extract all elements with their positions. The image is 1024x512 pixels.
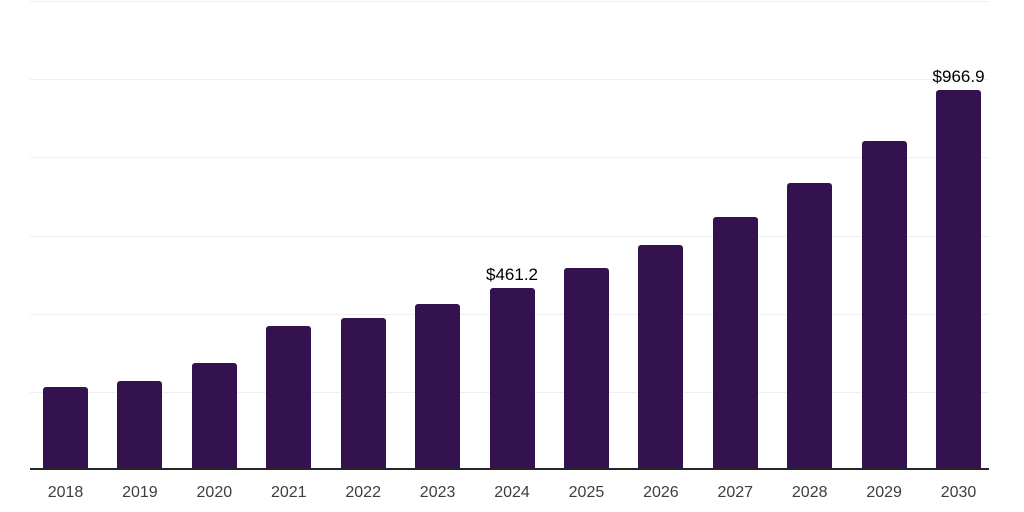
x-tick-2025: 2025 (568, 484, 605, 501)
bar-2026 (638, 245, 684, 468)
x-tick-2022: 2022 (345, 484, 381, 501)
x-tick-2020: 2020 (196, 484, 233, 501)
bar-2027 (712, 217, 758, 468)
x-tick-2023: 2023 (419, 484, 456, 501)
x-tick-2026: 2026 (643, 484, 679, 501)
gridline-1000 (30, 79, 989, 81)
x-tick-2024: 2024 (494, 484, 530, 501)
bar-value-label-2024: $461.2 (486, 264, 539, 284)
plot-area: $461.2 $966.9 (30, 1, 989, 470)
gridline-800 (30, 157, 989, 159)
x-tick-2028: 2028 (791, 484, 828, 501)
bar-2020 (191, 363, 237, 468)
x-tick-2029: 2029 (866, 484, 902, 501)
x-tick-2030: 2030 (940, 484, 977, 501)
bar-2021 (266, 326, 312, 468)
bar-2018 (43, 387, 88, 468)
bar-2022 (340, 318, 386, 468)
bar-value-label-2030: $966.9 (932, 67, 985, 87)
bar-2025 (563, 268, 609, 468)
bar-2024 (489, 287, 535, 468)
gridline-600 (30, 235, 989, 237)
x-tick-2019: 2019 (122, 484, 158, 501)
bar-2030 (936, 90, 982, 468)
bar-2023 (415, 304, 461, 468)
x-tick-2018: 2018 (47, 484, 84, 501)
gridline-1200 (30, 1, 989, 2)
x-tick-2027: 2027 (717, 484, 754, 501)
x-tick-2021: 2021 (270, 484, 307, 501)
bar-2029 (861, 141, 907, 468)
bar-2028 (787, 183, 833, 468)
bar-2019 (117, 381, 163, 468)
